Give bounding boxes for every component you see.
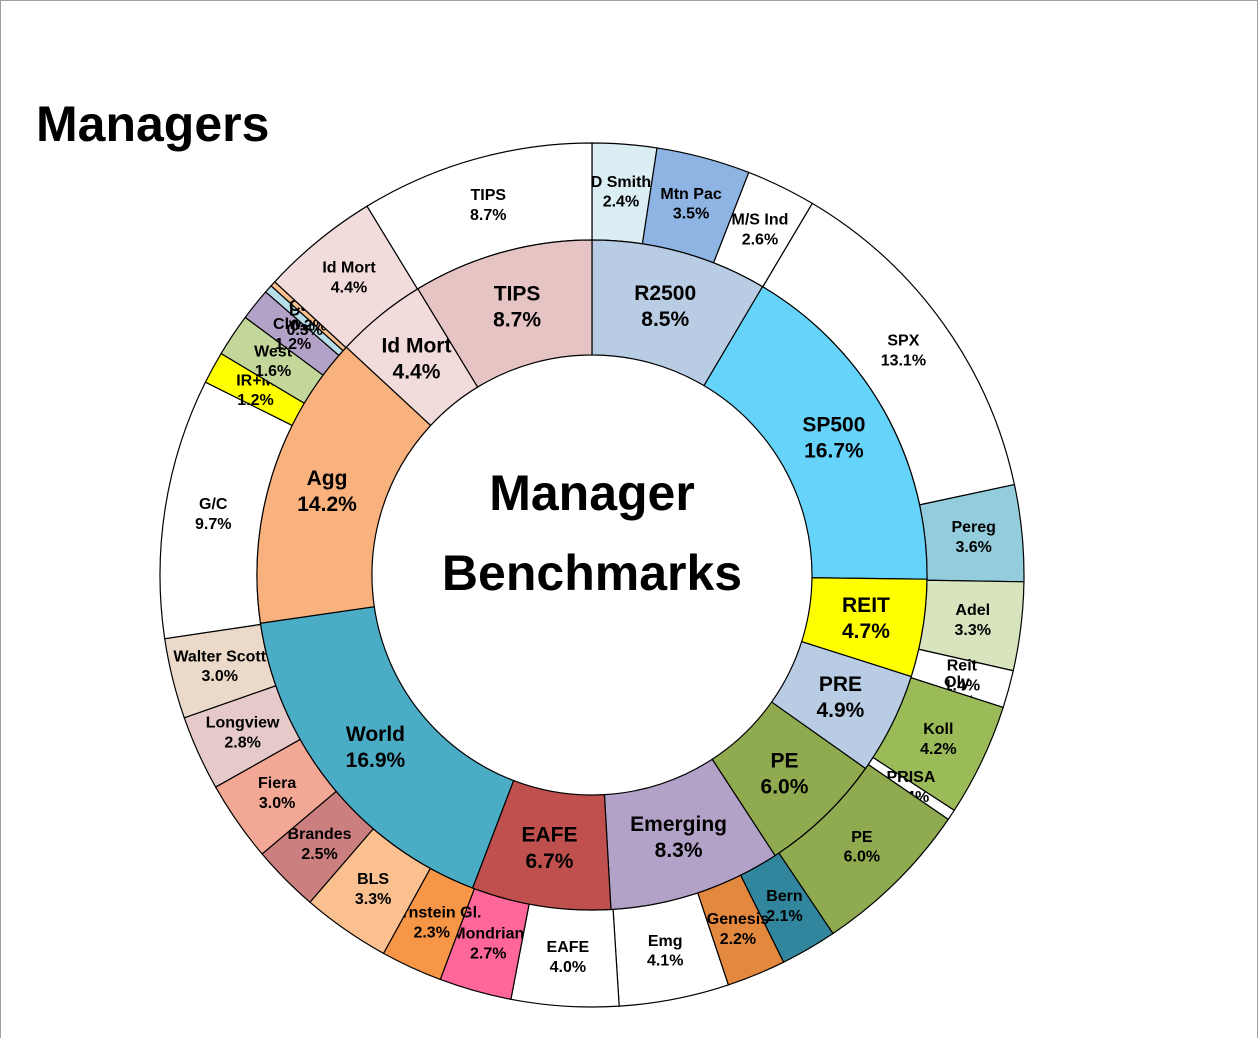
segment-name: PRE [819, 673, 862, 696]
segment-value: 8.7% [470, 207, 506, 224]
ring-segment [259, 606, 515, 889]
segment-name: Mtn Pac [660, 186, 721, 203]
segment-name: M/S Ind [732, 212, 789, 229]
segment-value: 3.0% [201, 668, 237, 685]
segment-name: SPX [887, 332, 919, 349]
segment-value: 2.7% [470, 945, 506, 962]
segment-value: 4.9% [816, 699, 864, 722]
segment-name: Fiera [258, 775, 296, 792]
segment-value: 4.2% [920, 741, 956, 758]
segment-value: 1.2% [237, 392, 273, 409]
chart-title: Managers [36, 96, 269, 152]
segment-value: 4.1% [647, 953, 683, 970]
center-label: Benchmarks [442, 545, 742, 601]
segment-name: Pereg [951, 519, 995, 536]
segment-name: Id Mort [322, 260, 376, 277]
segment-value: 2.3% [413, 925, 449, 942]
segment-name: TIPS [494, 282, 541, 305]
center-label: Manager [489, 465, 695, 521]
segment-name: West [254, 343, 293, 360]
segment-name: Agg [307, 467, 348, 490]
segment-name: Genesis [707, 911, 769, 928]
segment-value: 3.3% [955, 622, 991, 639]
segment-name: Longview [206, 714, 280, 731]
segment-name: G/C [199, 496, 228, 513]
segment-name: Oly [944, 674, 970, 691]
segment-value: 2.5% [301, 846, 337, 863]
segment-name: EAFE [521, 824, 577, 847]
segment-value: 16.7% [804, 440, 864, 463]
segment-name: SP500 [802, 414, 865, 437]
segment-name: Koll [923, 721, 953, 738]
segment-name: Emg [648, 933, 683, 950]
segment-value: 8.3% [655, 839, 703, 862]
segment-value: 16.9% [346, 749, 406, 772]
segment-name: REIT [842, 594, 890, 617]
segment-value: 8.5% [641, 308, 689, 331]
segment-value: 4.7% [842, 620, 890, 643]
segment-value: 3.0% [259, 795, 295, 812]
segment-value: 2.1% [766, 908, 802, 925]
segment-name: PE [851, 829, 873, 846]
segment-value: 13.1% [881, 352, 926, 369]
segment-name: World [346, 723, 405, 746]
segment-value: 3.6% [955, 539, 991, 556]
ring-segment [703, 285, 928, 580]
segment-name: TIPS [470, 187, 506, 204]
segment-value: 4.4% [331, 279, 367, 296]
segment-value: 0.3% [286, 322, 322, 339]
segment-value: 14.2% [297, 493, 357, 516]
segment-name: Emerging [630, 813, 727, 836]
segment-value: 3.3% [355, 891, 391, 908]
segment-name: R2500 [634, 282, 696, 305]
segment-value: 1.4% [944, 678, 980, 695]
segment-name: EAFE [547, 939, 590, 956]
segment-name: D Smith [591, 174, 651, 191]
segment-value: 4.0% [550, 959, 586, 976]
segment-name: Brandes [288, 826, 352, 843]
segment-value: 8.7% [493, 308, 541, 331]
segment-value: 1.6% [255, 363, 291, 380]
segment-name: BLS [357, 871, 389, 888]
segment-name: Mondrian [452, 926, 524, 943]
segment-value: 6.0% [844, 849, 880, 866]
segment-value: 1.2% [275, 336, 311, 353]
segment-value: 6.7% [526, 850, 574, 873]
segment-value: 6.0% [761, 775, 809, 798]
segment-name: Bern [766, 888, 802, 905]
ring-segment [417, 239, 593, 388]
segment-value: 2.4% [603, 194, 639, 211]
segment-value: 2.6% [742, 231, 778, 248]
segment-value: 9.7% [195, 516, 231, 533]
segment-name: Adel [955, 602, 990, 619]
segment-value: 3.5% [673, 206, 709, 223]
segment-name: PRISA [886, 769, 935, 786]
segment-name: Walter Scott [173, 648, 266, 665]
segment-value: 2.2% [720, 931, 756, 948]
segment-name: Reit [947, 658, 978, 675]
segment-name: Id Mort [381, 335, 451, 358]
segment-value: 4.4% [393, 361, 441, 384]
segment-name: PE [770, 749, 798, 772]
segment-value: 2.8% [224, 734, 260, 751]
